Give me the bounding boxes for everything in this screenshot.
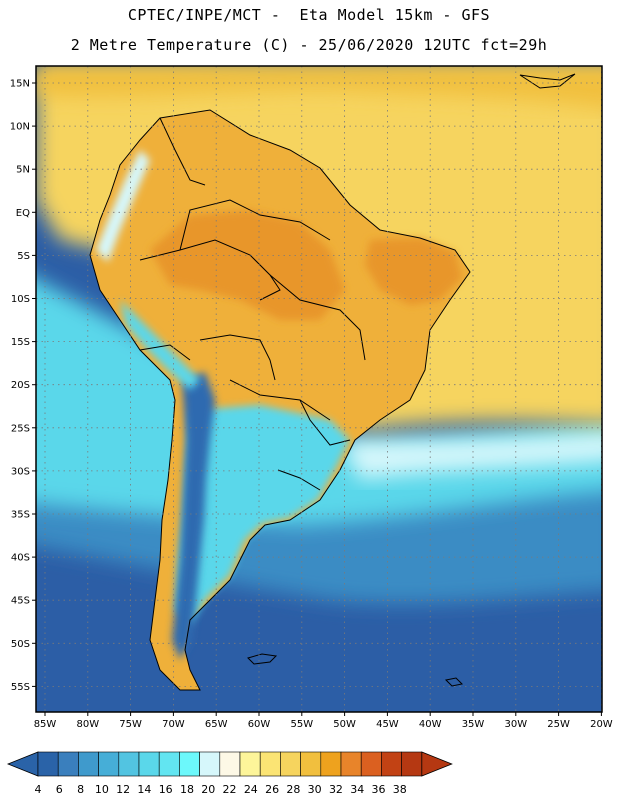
colorbar-label: 4: [35, 783, 42, 796]
colorbar-label: 32: [329, 783, 343, 796]
longitude-label: 65W: [205, 719, 228, 730]
colorbar-label: 10: [95, 783, 109, 796]
colorbar-segment: [179, 751, 200, 777]
colorbar-label: 12: [116, 783, 130, 796]
caribbean-warm-band: [36, 66, 602, 108]
colorbar-label: 22: [223, 783, 237, 796]
colorbar-segment: [259, 751, 281, 777]
latitude-label: 10N: [10, 122, 30, 133]
colorbar-segment: [118, 751, 140, 777]
country-borders: [89, 109, 471, 691]
colorbar-segment: [78, 751, 99, 777]
colorbar-segment: [381, 751, 402, 777]
latitude-label: 15N: [10, 79, 30, 90]
colorbar-label: 24: [244, 783, 258, 796]
longitude-label: 50W: [333, 719, 356, 730]
andes-cold-strip: [172, 372, 215, 660]
longitude-label: 35W: [462, 719, 485, 730]
latitude-label: EQ: [16, 208, 30, 219]
colorbar-segment: [360, 751, 382, 777]
latitude-label: 30S: [11, 466, 30, 477]
latitude-label: 50S: [11, 639, 30, 650]
longitude-label: 85W: [34, 719, 57, 730]
latitude-label: 45S: [11, 596, 30, 607]
latitude-label: 15S: [11, 337, 30, 348]
colorbar-label: 6: [56, 783, 63, 796]
southern-cone-cool-region: [175, 405, 350, 625]
colorbar-over-arrow: [421, 751, 453, 777]
latitude-label: 40S: [11, 553, 30, 564]
longitude-label: 40W: [419, 719, 442, 730]
temperature-colorbar: [6, 751, 453, 777]
latitude-axis: 15N 10N 5N EQ 5S 10S 15S 20S 25S 30S 35S 40S 45S 50S 5…: [10, 79, 36, 693]
caribbean-islands: [519, 73, 576, 89]
temperature-field: [36, 66, 602, 712]
amazon-hot-region: [150, 210, 345, 320]
title-line-1: CPTEC/INPE/MCT - Eta Model 15km - GFS: [127, 6, 491, 24]
colorbar-segment: [98, 751, 120, 777]
colorbar-segment: [57, 751, 79, 777]
colorbar-label: 36: [372, 783, 386, 796]
colorbar-segment: [280, 751, 301, 777]
colorbar-label: 18: [180, 783, 194, 796]
colorbar-label: 8: [77, 783, 84, 796]
longitude-label: 45W: [376, 719, 399, 730]
tierra-del-fuego-east: [444, 677, 464, 687]
longitude-label: 25W: [547, 719, 570, 730]
latitude-label: 35S: [11, 510, 30, 521]
longitude-label: 30W: [504, 719, 527, 730]
colorbar-label: 14: [137, 783, 151, 796]
latitude-label: 25S: [11, 423, 30, 434]
falkland-islands: [247, 653, 278, 665]
colorbar-segment: [340, 751, 362, 777]
colorbar-under-arrow: [6, 751, 39, 777]
colorbar-label: 34: [350, 783, 364, 796]
latitude-label: 5N: [16, 165, 30, 176]
graticule-grid: [36, 66, 602, 712]
colorbar-label: 38: [393, 783, 407, 796]
latitude-label: 10S: [11, 294, 30, 305]
longitude-label: 20W: [590, 719, 613, 730]
colorbar-label: 30: [308, 783, 322, 796]
colorbar-label: 16: [159, 783, 173, 796]
longitude-label: 80W: [76, 719, 99, 730]
map-frame: [35, 65, 603, 713]
latitude-label: 20S: [11, 380, 30, 391]
longitude-label: 75W: [119, 719, 142, 730]
andes-central-strip: [120, 300, 200, 390]
colorbar-segment: [239, 751, 261, 777]
colorbar-segment: [199, 751, 221, 777]
colorbar-label: 26: [265, 783, 279, 796]
colorbar-segment: [37, 751, 59, 777]
longitude-axis: 85W 80W 75W 70W 65W 60W 55W 50W 45W 40W 35W 30W 25W 2…: [34, 712, 613, 730]
colorbar-segment: [300, 751, 322, 777]
latitude-label: 5S: [17, 251, 30, 262]
northeast-brazil-hot-region: [365, 238, 462, 305]
longitude-label: 55W: [290, 719, 313, 730]
ocean-pale-band: [340, 431, 602, 480]
title-line-2: 2 Metre Temperature (C) - 25/06/2020 12U…: [70, 36, 548, 54]
colorbar-segment: [219, 751, 241, 777]
colorbar-segment: [158, 751, 180, 777]
colorbar-segment: [138, 751, 160, 777]
colorbar-segment: [320, 751, 342, 777]
colorbar-segment: [401, 751, 423, 777]
colorbar-labels: 4 6 8 10 12 14 16 18 20 22 24 26 28 30 32 34 36 38: [35, 783, 407, 796]
longitude-label: 70W: [162, 719, 185, 730]
longitude-label: 60W: [248, 719, 271, 730]
andes-north-strip: [96, 150, 150, 262]
latitude-label: 55S: [11, 682, 30, 693]
colorbar-label: 20: [201, 783, 215, 796]
colorbar-label: 28: [286, 783, 300, 796]
